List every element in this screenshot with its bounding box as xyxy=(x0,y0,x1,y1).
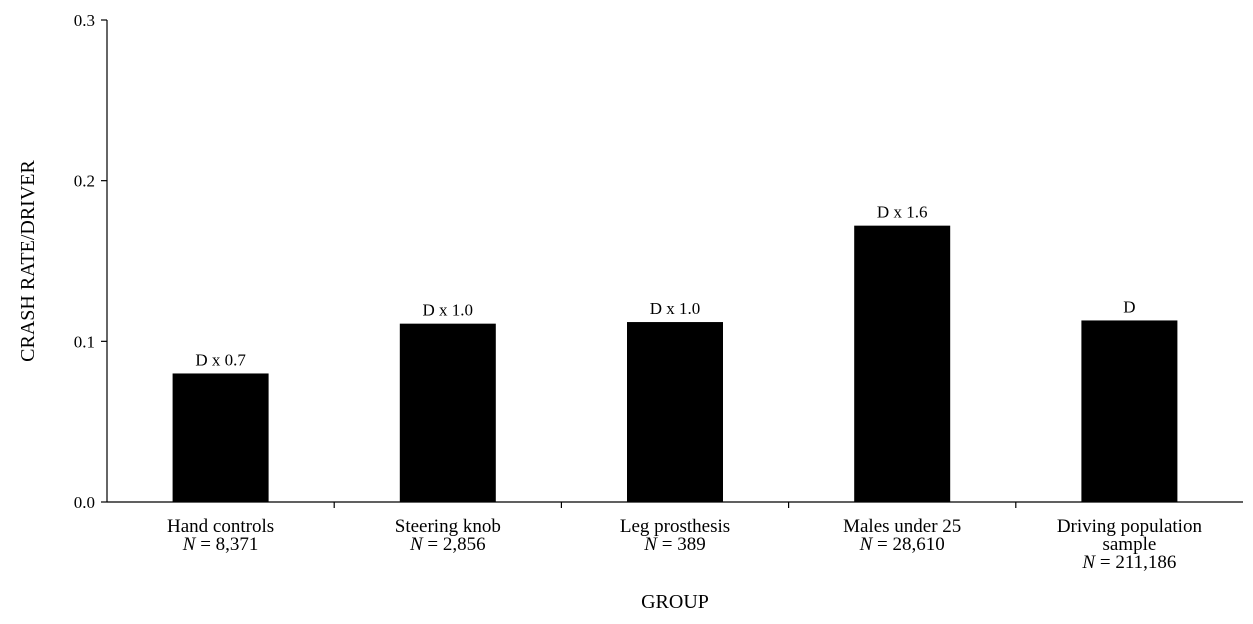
y-tick-label: 0.3 xyxy=(74,11,95,30)
y-tick-label: 0.0 xyxy=(74,493,95,512)
x-category-label: Males under 25 xyxy=(843,516,961,537)
x-category-n-label: N = 211,186 xyxy=(1081,552,1176,573)
x-category-n-label: N = 28,610 xyxy=(859,534,945,555)
bar-value-label: D xyxy=(1123,297,1135,316)
x-category-label: Hand controls xyxy=(167,516,274,537)
bar xyxy=(1081,320,1178,502)
bar xyxy=(627,322,723,502)
bar-value-label: D x 1.0 xyxy=(650,299,701,318)
y-ticks: 0.0 0.1 0.2 0.3 xyxy=(74,11,107,512)
x-category-label: Steering knob xyxy=(395,516,501,537)
x-category-n-label: N = 2,856 xyxy=(409,534,486,555)
x-category-label: sample xyxy=(1102,534,1156,555)
bar xyxy=(399,323,496,502)
x-category-label: Leg prosthesis xyxy=(620,516,730,537)
bar xyxy=(172,373,269,502)
y-tick-label: 0.1 xyxy=(74,332,95,351)
x-axis-title: GROUP xyxy=(641,591,709,613)
bar-value-label: D x 1.6 xyxy=(877,203,928,222)
y-tick-label: 0.2 xyxy=(74,172,95,191)
bar xyxy=(854,225,951,503)
x-category-n-label: N = 389 xyxy=(643,534,705,555)
x-category-n-label: N = 8,371 xyxy=(182,534,259,555)
y-axis-title: CRASH RATE/DRIVER xyxy=(17,160,39,362)
bars: D x 0.7 D x 1.0 D x 1.0 D x 1.6 D xyxy=(172,203,1178,503)
bar-value-label: D x 1.0 xyxy=(423,301,474,320)
bar-value-label: D x 0.7 xyxy=(195,350,246,369)
x-category-label: Driving population xyxy=(1057,516,1203,537)
